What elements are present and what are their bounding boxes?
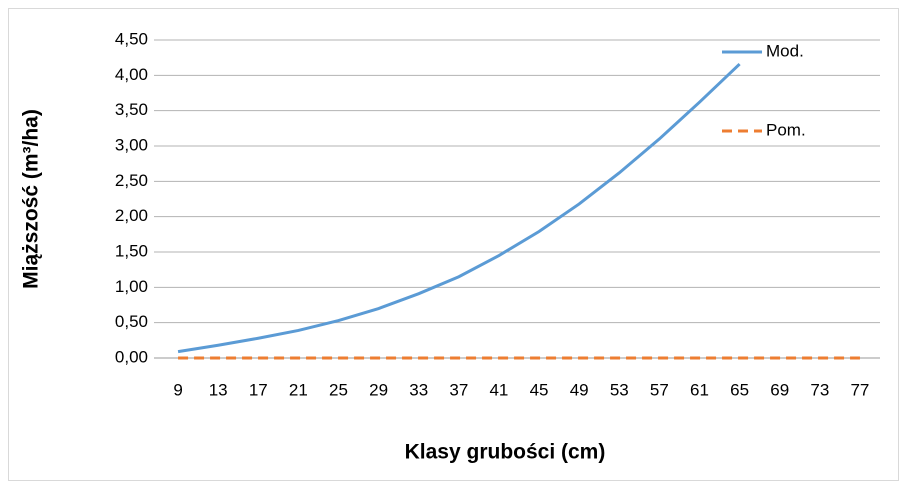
y-tick-label: 0,00 (115, 347, 148, 366)
x-tick-label: 53 (610, 380, 629, 399)
x-tick-label: 29 (369, 380, 388, 399)
series-line (177, 62, 741, 354)
x-tick-label: 57 (650, 380, 669, 399)
x-tick-label: 41 (489, 380, 508, 399)
chart-frame (8, 8, 899, 481)
x-tick-label: 73 (810, 380, 829, 399)
x-tick-label: 33 (409, 380, 428, 399)
y-tick-label: 4,00 (115, 65, 148, 84)
x-tick-label: 61 (690, 380, 709, 399)
x-axis-title: Klasy grubości (cm) (405, 441, 606, 464)
legend-label: Mod. (766, 41, 804, 60)
x-tick-label: 37 (449, 380, 468, 399)
x-tick-label: 49 (570, 380, 589, 399)
x-tick-label: 21 (289, 380, 308, 399)
y-tick-label: 2,50 (115, 171, 148, 190)
x-tick-label: 13 (209, 380, 228, 399)
y-tick-label: 4,50 (115, 29, 148, 48)
y-tick-label: 3,00 (115, 135, 148, 154)
x-tick-label: 65 (730, 380, 749, 399)
y-tick-label: 2,00 (115, 206, 148, 225)
x-tick-label: 45 (530, 380, 549, 399)
legend-label: Pom. (766, 120, 806, 139)
x-tick-label: 69 (770, 380, 789, 399)
y-axis-title: Miąższość (m³/ha) (20, 109, 43, 289)
x-tick-label: 9 (173, 380, 182, 399)
x-tick-label: 17 (249, 380, 268, 399)
x-tick-label: 77 (850, 380, 869, 399)
y-tick-label: 3,50 (115, 100, 148, 119)
x-tick-label: 25 (329, 380, 348, 399)
y-tick-label: 1,00 (115, 277, 148, 296)
y-tick-label: 0,50 (115, 312, 148, 331)
y-tick-label: 1,50 (115, 241, 148, 260)
